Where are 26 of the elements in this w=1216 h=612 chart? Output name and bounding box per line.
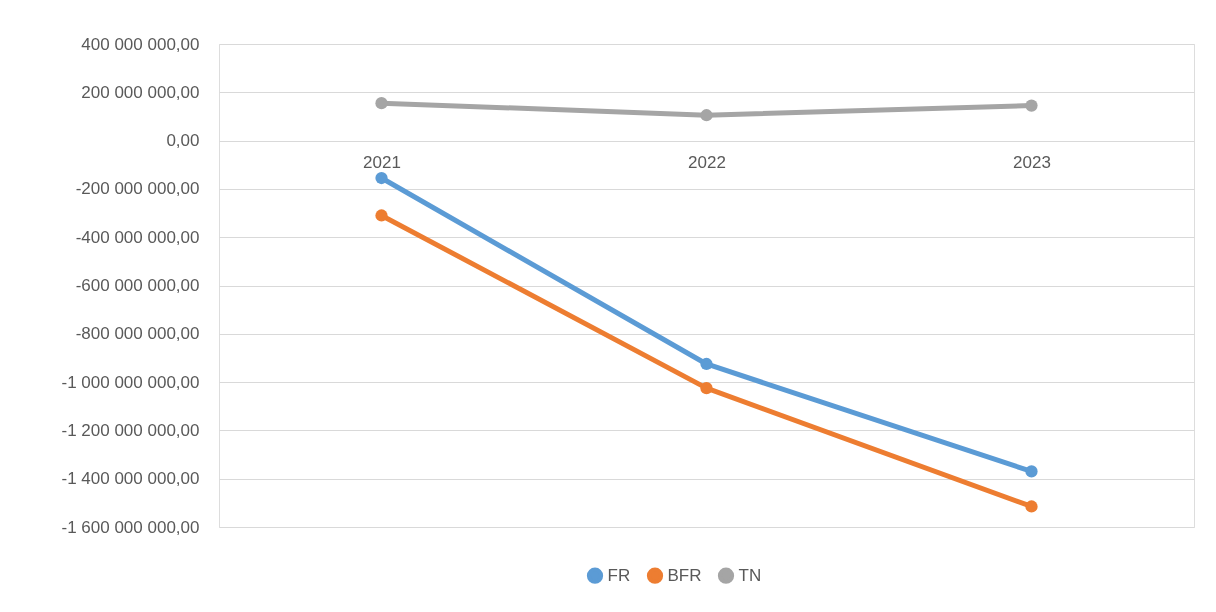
y-tick-label: -1 200 000 000,00	[61, 420, 200, 440]
y-tick-label: -200 000 000,00	[75, 179, 200, 199]
y-tick-label: -1 000 000 000,00	[61, 372, 200, 392]
y-tick-label: -1 400 000 000,00	[61, 469, 200, 489]
x-tick-label: 2022	[688, 153, 726, 173]
point	[700, 382, 713, 395]
legend-label: TN	[738, 565, 762, 585]
point	[375, 209, 388, 222]
y-tick-label: -400 000 000,00	[75, 227, 200, 247]
point	[1025, 500, 1038, 513]
y-tick-label: 200 000 000,00	[81, 82, 200, 102]
legend-label: FR	[607, 565, 631, 585]
legend-label: BFR	[667, 565, 702, 585]
point	[1025, 99, 1038, 112]
point	[700, 357, 713, 371]
point	[375, 171, 388, 185]
point	[700, 109, 713, 122]
x-tick-label: 2021	[363, 153, 401, 173]
y-tick-label: 400 000 000,00	[81, 34, 200, 54]
y-tick-label: -600 000 000,00	[75, 276, 200, 295]
y-tick-label: -1 600 000 000,00	[61, 517, 200, 537]
y-tick-label: -800 000 000,00	[75, 324, 200, 344]
point	[375, 97, 388, 110]
y-tick-label: 0,00	[166, 131, 200, 151]
x-tick-label: 2023	[1013, 153, 1051, 173]
point	[1025, 465, 1038, 478]
